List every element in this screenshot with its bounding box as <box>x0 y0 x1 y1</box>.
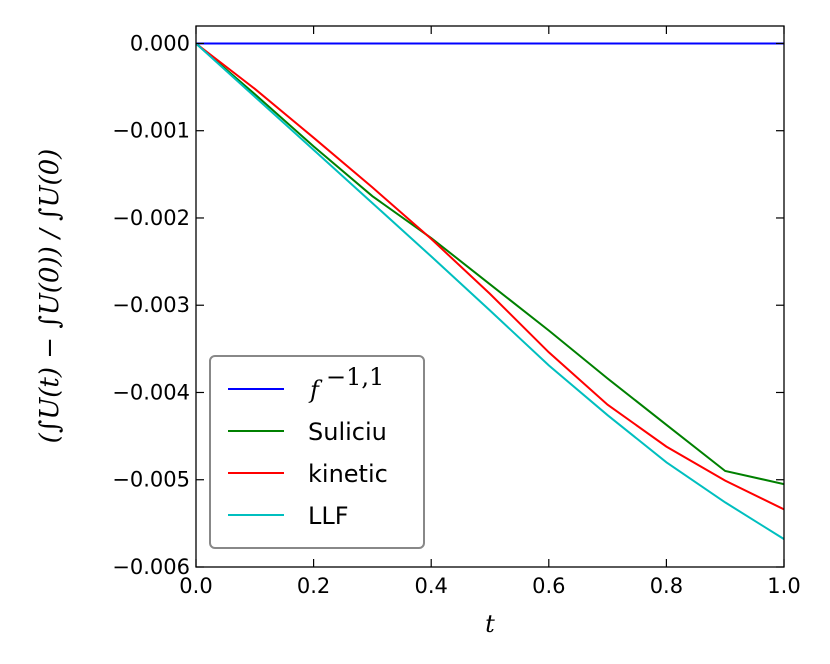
y-tick-label: −0.003 <box>112 293 190 317</box>
y-axis-label-text: (∫U(t) − ∫U(0)) / ∫U(0) <box>35 149 65 444</box>
y-tick-label: 0.000 <box>130 31 190 55</box>
x-tick-label: 0.2 <box>297 574 330 598</box>
x-tick-label: 0.6 <box>532 574 565 598</box>
y-axis-label: (∫U(t) − ∫U(0)) / ∫U(0) <box>35 149 65 444</box>
y-axis: 0.000 −0.001 −0.002 −0.003 −0.004 −0.005 −0.00… <box>112 31 784 579</box>
series-layer <box>196 42 784 540</box>
legend-box <box>209 355 425 549</box>
legend-label-kinetic: kinetic <box>308 460 388 488</box>
series-line-llf <box>196 42 784 540</box>
y-tick-label: −0.005 <box>112 468 190 492</box>
y-tick-label: −0.002 <box>112 206 190 230</box>
x-tick-label: 1.0 <box>767 574 800 598</box>
y-tick-label: −0.001 <box>112 119 190 143</box>
plot-frame <box>195 25 785 568</box>
x-tick-label: 0.4 <box>414 574 447 598</box>
x-tick-label: 0.0 <box>179 574 212 598</box>
legend-label-llf: LLF <box>308 502 349 530</box>
legend-label-sup: −1,1 <box>326 363 384 391</box>
x-axis-label: t <box>485 610 495 638</box>
y-tick-label: −0.006 <box>112 555 190 579</box>
legend-label-suliciu: Suliciu <box>308 418 387 446</box>
series-line-kinetic <box>196 42 784 511</box>
series-line-suliciu <box>196 42 784 486</box>
x-axis: 0.0 0.2 0.4 0.6 0.8 1.0 <box>179 26 801 598</box>
x-tick-label: 0.8 <box>650 574 683 598</box>
y-tick-label: −0.004 <box>112 380 190 404</box>
